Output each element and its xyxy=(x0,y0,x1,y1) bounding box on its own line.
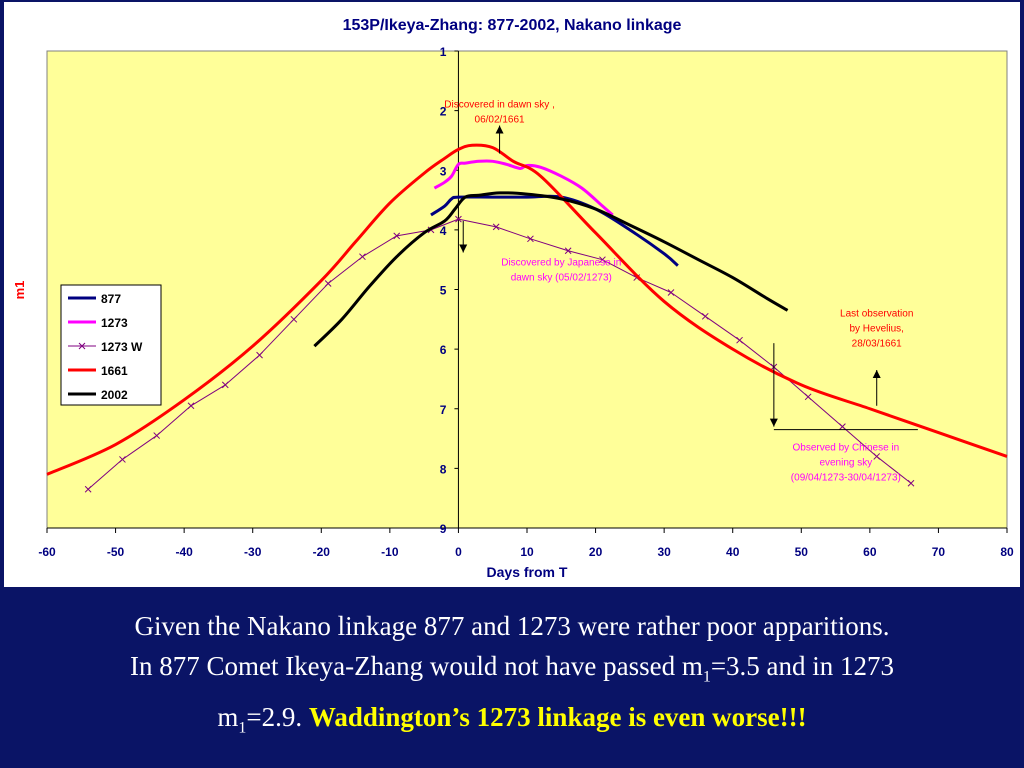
x-tick-label: 80 xyxy=(1000,545,1014,559)
annotation-text: Observed by Chinese in xyxy=(792,442,899,453)
annotation-text: Discovered in dawn sky , xyxy=(444,100,555,111)
series-line-877 xyxy=(430,194,679,267)
legend-label: 877 xyxy=(101,292,121,306)
data-point-marker xyxy=(873,453,881,460)
data-point-marker xyxy=(187,402,195,410)
data-point-marker xyxy=(839,423,846,430)
legend-label: 1273 W xyxy=(101,340,143,354)
annotation-text: Discovered by Japanese in xyxy=(501,258,621,269)
x-tick-label: 0 xyxy=(455,545,462,559)
axes: 1 2 3 4 5 6 7 8 9 -60 -50 -40 -30 -20 -10 0 10 20 30 40 50 60… xyxy=(38,45,1014,559)
legend-marker xyxy=(78,342,86,350)
x-tick-label: 20 xyxy=(589,545,603,559)
legend-label: 2002 xyxy=(101,388,128,402)
caption-line-2-tail: =3.5 and in 1273 xyxy=(710,651,895,681)
data-point-marker xyxy=(84,485,92,493)
data-point-marker xyxy=(736,336,743,344)
data-point-marker xyxy=(701,312,709,320)
y-tick-label: 7 xyxy=(440,403,447,417)
x-tick-label: -40 xyxy=(175,545,193,559)
series-line-2002 xyxy=(313,191,789,348)
data-point-marker xyxy=(667,289,675,296)
caption-highlight: Waddington’s 1273 linkage is even worse!… xyxy=(308,702,807,733)
series-line-1661 xyxy=(46,143,1008,476)
data-point-marker xyxy=(492,223,500,231)
y-axis-label: m1 xyxy=(12,281,27,300)
y-tick-label: 4 xyxy=(440,224,447,238)
data-point-marker xyxy=(527,235,534,243)
series-line-1273 xyxy=(433,159,614,217)
x-tick-label: -30 xyxy=(244,545,262,559)
y-tick-label: 1 xyxy=(440,45,447,59)
x-tick-label: -20 xyxy=(313,545,331,559)
y-tick-label: 2 xyxy=(440,105,447,119)
chart-panel: 153P/Ikeya-Zhang: 877-2002, Nakano linka… xyxy=(4,2,1020,587)
data-point-marker xyxy=(907,479,915,487)
data-point-marker xyxy=(119,456,126,463)
data-point-marker xyxy=(290,315,298,323)
caption-line-3: m1=2.9. Waddington’s 1273 linkage is eve… xyxy=(0,697,1024,748)
x-tick-label: -10 xyxy=(381,545,399,559)
caption-subscript: 1 xyxy=(238,719,247,737)
annotation-arrowhead xyxy=(769,418,778,427)
caption: Given the Nakano linkage 877 and 1273 we… xyxy=(0,606,1024,749)
annotation-text: evening sky xyxy=(819,457,872,468)
data-point-marker xyxy=(564,247,572,255)
annotation-4: Observed by Chinese in evening sky (09/04/… xyxy=(769,343,918,483)
annotations: Discovered in dawn sky ,06/02/1661Discov… xyxy=(444,100,918,483)
x-tick-label: -60 xyxy=(38,545,56,559)
y-tick-label: 8 xyxy=(440,462,447,476)
y-tick-label: 6 xyxy=(440,343,447,357)
annotation-2: Discovered by Japanese in dawn sky (05/02… xyxy=(459,220,621,284)
legend: 877 1273 1273 W 1661 2002 xyxy=(60,284,162,406)
x-tick-label: 70 xyxy=(932,545,946,559)
data-point-marker xyxy=(256,351,263,359)
caption-subscript: 1 xyxy=(702,668,711,686)
legend-box xyxy=(60,284,162,406)
chart-title: 153P/Ikeya-Zhang: 877-2002, Nakano linka… xyxy=(343,17,682,34)
legend-label: 1273 xyxy=(101,316,128,330)
x-tick-label: 40 xyxy=(726,545,740,559)
y-tick-label: 3 xyxy=(440,164,447,178)
data-point-marker xyxy=(804,393,812,401)
data-point-marker xyxy=(455,215,462,223)
caption-line-3-text: m xyxy=(217,702,239,733)
caption-line-2-text: In 877 Comet Ikeya-Zhang would not have … xyxy=(129,651,703,681)
annotation-arrowhead xyxy=(495,125,504,134)
annotation-text: Last observation xyxy=(840,308,913,319)
annotation-text: (09/04/1273-30/04/1273) xyxy=(791,472,901,483)
data-point-marker xyxy=(393,232,401,240)
x-tick-label: 10 xyxy=(520,545,534,559)
plot-area xyxy=(46,50,1008,529)
annotation-text: 06/02/1661 xyxy=(475,115,525,126)
x-tick-label: -50 xyxy=(107,545,125,559)
annotation-text: dawn sky (05/02/1273) xyxy=(511,273,612,284)
caption-line-2: In 877 Comet Ikeya-Zhang would not have … xyxy=(0,646,1024,697)
annotation-1: Discovered in dawn sky , 06/02/1661 xyxy=(444,100,555,154)
caption-line-1: Given the Nakano linkage 877 and 1273 we… xyxy=(134,611,890,641)
caption-line-3-tail: =2.9. xyxy=(246,702,309,733)
chart: 153P/Ikeya-Zhang: 877-2002, Nakano linka… xyxy=(12,17,1014,580)
data-point-marker xyxy=(221,381,229,389)
y-tick-label: 9 xyxy=(440,522,447,536)
y-tick-label: 5 xyxy=(440,284,447,298)
annotation-arrowhead xyxy=(872,369,881,378)
annotation-text: by Hevelius, xyxy=(849,323,903,334)
data-point-marker xyxy=(599,256,606,264)
data-point-marker xyxy=(153,432,161,439)
annotation-text: 28/03/1661 xyxy=(852,338,902,349)
data-point-marker xyxy=(324,280,332,287)
x-tick-label: 30 xyxy=(657,545,671,559)
annotation-arrowhead xyxy=(459,244,468,253)
x-tick-label: 50 xyxy=(795,545,809,559)
x-axis-label: Days from T xyxy=(487,564,568,580)
annotation-3: Last observation by Hevelius, 28/03/1661 xyxy=(840,308,913,406)
data-point-marker xyxy=(359,253,366,261)
x-tick-label: 60 xyxy=(863,545,877,559)
legend-label: 1661 xyxy=(101,364,128,378)
